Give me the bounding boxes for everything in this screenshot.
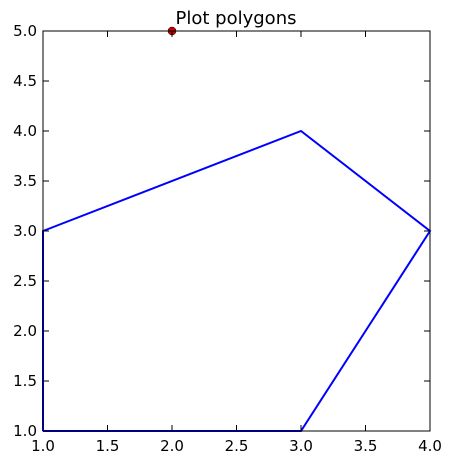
y-tick-label: 3.5 (13, 172, 37, 190)
y-tick-label: 5.0 (13, 22, 37, 40)
x-tick-label: 3.0 (289, 437, 313, 455)
x-tick-label: 3.5 (354, 437, 378, 455)
y-tick-label: 2.0 (13, 322, 37, 340)
axis-ticks (42, 30, 431, 432)
x-tick-label: 2.5 (225, 437, 249, 455)
y-tick-label: 1.5 (13, 372, 37, 390)
plot-area (42, 26, 432, 432)
y-tick-label: 4.5 (13, 72, 37, 90)
x-tick-label: 4.0 (418, 437, 442, 455)
polygon-line (42, 129, 432, 432)
y-tick-label: 1.0 (13, 422, 37, 440)
plot-frame (42, 30, 431, 432)
y-tick-label: 2.5 (13, 272, 37, 290)
axis-labels: 1.0 1.5 2.0 2.5 3.0 3.5 4.0 1.0 1.5 2.0 2.5 3.0 3.5 4… (13, 22, 442, 455)
x-tick-label: 2.0 (160, 437, 184, 455)
y-tick-label: 3.0 (13, 222, 37, 240)
chart-title: Plot polygons (176, 8, 297, 29)
x-tick-label: 1.0 (31, 437, 55, 455)
y-tick-label: 4.0 (13, 122, 37, 140)
x-tick-label: 1.5 (96, 437, 120, 455)
